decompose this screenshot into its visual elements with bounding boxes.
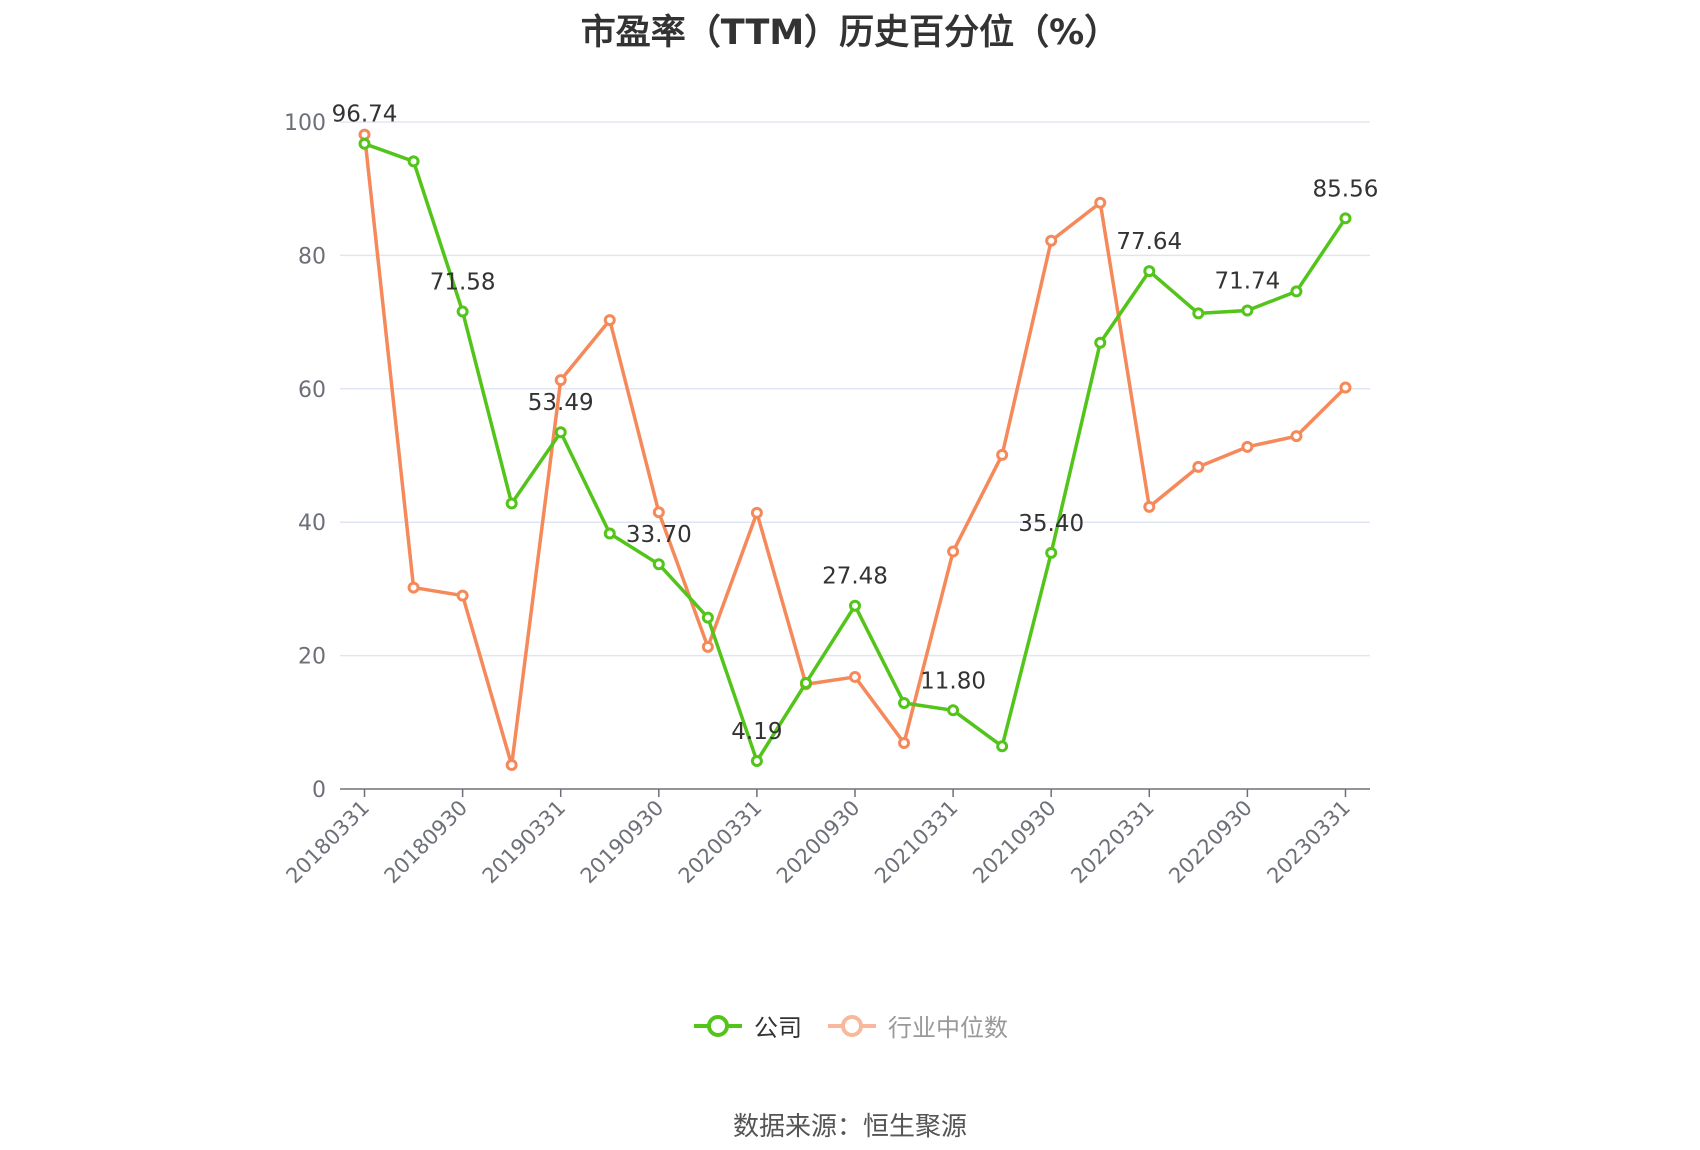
data-point (358, 137, 371, 150)
data-point (505, 758, 518, 771)
data-point (701, 611, 714, 624)
data-point (1192, 460, 1205, 473)
x-tick-label: 20180331 (282, 796, 375, 889)
data-point (849, 670, 861, 683)
data-point (652, 506, 665, 519)
data-point (603, 527, 616, 540)
y-tick-label: 0 (312, 778, 326, 803)
data-point (456, 305, 469, 318)
y-tick-label: 20 (298, 645, 326, 670)
data-point (750, 506, 763, 519)
data-point (898, 696, 911, 709)
data-label: 71.74 (1214, 268, 1280, 294)
x-tick-label: 20220930 (1164, 796, 1257, 889)
x-tick-label: 20180930 (380, 796, 473, 889)
data-label: 33.70 (626, 522, 692, 548)
data-point (849, 599, 861, 612)
legend-marker-company (694, 1014, 742, 1037)
legend-item-industry-median[interactable]: 行业中位数 (826, 1008, 1008, 1043)
x-tick-label: 20200930 (772, 796, 865, 889)
data-point (1094, 196, 1107, 209)
data-label: 96.74 (332, 102, 398, 128)
chart-title: 市盈率（TTM）历史百分位（%） (580, 13, 1120, 53)
legend-label-industry-median: 行业中位数 (888, 1014, 1008, 1042)
x-tick-label: 20190930 (576, 796, 669, 889)
data-label: 27.48 (822, 564, 888, 590)
legend: 公司 行业中位数 (0, 1008, 1700, 1043)
y-tick-label: 60 (298, 378, 326, 403)
data-point (701, 640, 714, 653)
y-tick-label: 80 (298, 244, 326, 269)
series-industry-median (358, 128, 1352, 771)
data-point (603, 314, 616, 327)
y-tick-label: 100 (284, 111, 326, 136)
data-point (456, 589, 469, 602)
data-point (947, 704, 960, 717)
data-point (1339, 381, 1352, 394)
data-point (1192, 307, 1205, 320)
data-point (1143, 265, 1156, 278)
data-point (996, 740, 1009, 753)
data-point (1241, 440, 1254, 453)
data-label: 35.40 (1018, 511, 1084, 537)
data-point (1094, 336, 1107, 349)
series-company (358, 137, 1352, 768)
series-lines (358, 128, 1352, 771)
data-point (407, 581, 420, 594)
x-tick-label: 20230331 (1262, 796, 1355, 889)
data-label: 53.49 (528, 390, 594, 416)
data-point (505, 497, 518, 510)
legend-label-company: 公司 (754, 1014, 802, 1042)
data-point (1045, 234, 1058, 247)
x-tick-label: 20220331 (1066, 796, 1159, 889)
data-point (1290, 430, 1303, 443)
x-tick-label: 20200331 (674, 796, 767, 889)
grid-lines (340, 121, 1370, 657)
data-label: 85.56 (1313, 176, 1379, 202)
x-tick-label: 20190331 (478, 796, 571, 889)
data-point (407, 155, 420, 168)
legend-marker-industry-median (828, 1014, 876, 1037)
data-point (1339, 212, 1352, 225)
data-point (799, 676, 812, 689)
data-point (996, 448, 1009, 461)
axes: 0 20 40 60 80 100 20180331 20180930 20190331 2019… (282, 111, 1370, 888)
data-label: 77.64 (1116, 229, 1182, 255)
x-tick-label: 20210930 (968, 796, 1061, 889)
data-point (947, 545, 960, 558)
data-label: 4.19 (731, 719, 782, 745)
data-label: 71.58 (430, 270, 496, 296)
data-labels: 96.74 71.58 53.49 33.70 4.19 27.48 11.80 35.40 7… (332, 102, 1379, 745)
legend-item-company[interactable]: 公司 (692, 1008, 802, 1043)
data-point (652, 558, 665, 571)
data-point (1143, 500, 1156, 513)
data-point (898, 736, 911, 749)
data-label: 11.80 (920, 668, 986, 694)
series-line (362, 134, 1347, 767)
y-tick-label: 40 (298, 511, 326, 536)
data-point (1241, 304, 1254, 317)
source-note: 数据来源：恒生聚源 (732, 1112, 967, 1142)
data-point (750, 755, 763, 768)
data-point (1290, 285, 1303, 298)
data-point (1045, 546, 1058, 559)
data-point (554, 374, 567, 387)
x-tick-label: 20210331 (870, 796, 963, 889)
series-line (363, 142, 1347, 763)
data-point (554, 426, 567, 439)
